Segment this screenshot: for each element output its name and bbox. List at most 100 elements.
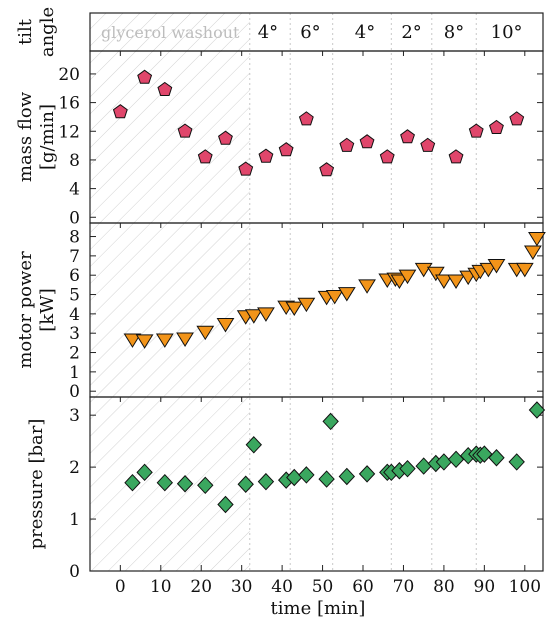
data-point — [528, 401, 546, 419]
data-point — [476, 445, 493, 463]
tilt-angle-axis-title: angle — [37, 7, 58, 57]
data-point — [426, 266, 445, 282]
data-point — [319, 162, 335, 177]
gridline-layer — [249, 13, 477, 571]
data-point — [358, 465, 376, 483]
washout-hatch-layer — [90, 13, 250, 571]
y-tick-label: 3 — [69, 324, 80, 344]
y-tick-label: 20 — [58, 65, 80, 85]
y-tick-label: 5 — [69, 286, 80, 306]
y-tick-label: 4 — [69, 305, 80, 325]
y-tick-label: 0 — [69, 562, 80, 582]
data-point — [123, 333, 142, 348]
data-point — [358, 279, 376, 294]
data-marker-layer — [112, 69, 546, 514]
tilt-angle-label: 6° — [300, 22, 320, 43]
y-tick-label: 8 — [69, 151, 80, 171]
data-point — [488, 449, 505, 467]
data-point — [298, 466, 315, 484]
data-point — [379, 149, 395, 164]
data-point — [244, 309, 263, 324]
data-point — [155, 333, 174, 348]
data-point — [468, 123, 484, 138]
tilt-angle-label: 4° — [258, 22, 278, 43]
data-point — [523, 245, 542, 260]
data-point — [176, 475, 194, 493]
x-tick-label: 80 — [433, 577, 455, 597]
x-tick-label: 60 — [352, 577, 374, 597]
data-point — [390, 274, 409, 289]
tick-layer — [90, 51, 543, 572]
data-point — [325, 289, 344, 305]
data-point — [156, 473, 174, 492]
tilt-angle-label: 10° — [491, 22, 523, 43]
data-point — [399, 459, 416, 478]
tilt-angle-label: 2° — [401, 22, 421, 43]
data-point — [435, 274, 453, 289]
y-tick-label: 1 — [69, 510, 80, 530]
data-point — [400, 129, 415, 144]
data-point — [257, 307, 275, 322]
x-tick-label: 50 — [312, 577, 334, 597]
y-tick-label: 0 — [69, 382, 80, 402]
data-point — [508, 453, 525, 471]
y-tick-label: 12 — [58, 122, 80, 142]
data-point — [337, 287, 356, 302]
y-tick-label: 7 — [69, 247, 80, 267]
data-point — [415, 457, 432, 475]
data-point — [489, 119, 504, 134]
y-tick-label: 2 — [69, 344, 80, 364]
data-point — [157, 81, 173, 96]
data-point — [216, 318, 235, 333]
x-tick-label: 70 — [393, 577, 415, 597]
tilt-angle-label: 4° — [355, 22, 375, 43]
data-point — [339, 137, 355, 152]
data-point — [509, 111, 525, 126]
washout-label: glycerol washout — [101, 23, 240, 42]
y-axis-title: [kW] — [37, 288, 58, 331]
y-tick-label: 8 — [69, 228, 80, 248]
data-point — [135, 334, 154, 349]
data-point — [318, 470, 335, 488]
text-layer: glycerol washout time [min] 4° 6° 4° 2° 8° 10… — [15, 7, 541, 619]
panel-frame-3 — [89, 396, 544, 572]
data-point — [338, 467, 356, 486]
y-axis-title: mass flow — [15, 91, 36, 182]
data-point — [414, 262, 433, 278]
data-point — [448, 149, 464, 164]
x-tick-label: 10 — [150, 577, 172, 597]
data-point — [112, 104, 128, 119]
data-point — [197, 149, 213, 164]
y-tick-label: 2 — [69, 458, 80, 478]
data-point — [238, 161, 254, 176]
data-point — [297, 297, 316, 313]
data-point — [197, 476, 214, 495]
data-point — [258, 148, 274, 163]
data-point — [218, 130, 233, 145]
y-axis-title: [g/min] — [37, 104, 58, 170]
tilt-angle-label: 8° — [444, 22, 464, 43]
data-point — [515, 262, 534, 278]
data-point — [245, 436, 262, 454]
data-point — [447, 450, 465, 469]
data-point — [176, 332, 194, 347]
washout-hatch-region — [90, 13, 250, 571]
y-tick-label: 6 — [69, 266, 80, 286]
data-point — [398, 269, 417, 285]
y-tick-label: 1 — [69, 363, 80, 383]
y-axis-title: pressure [bar] — [26, 419, 47, 550]
panel-frame-layer — [89, 12, 544, 572]
data-point — [177, 123, 193, 138]
y-tick-label: 3 — [69, 406, 80, 426]
x-tick-label: 30 — [231, 577, 253, 597]
data-point — [528, 231, 546, 247]
data-point — [237, 475, 254, 493]
tilt-angle-axis-title: tilt — [15, 18, 36, 45]
data-point — [196, 325, 215, 341]
data-point — [278, 142, 294, 157]
data-point — [257, 472, 275, 491]
x-tick-label: 40 — [271, 577, 293, 597]
data-point — [359, 134, 375, 149]
data-point — [420, 137, 436, 152]
